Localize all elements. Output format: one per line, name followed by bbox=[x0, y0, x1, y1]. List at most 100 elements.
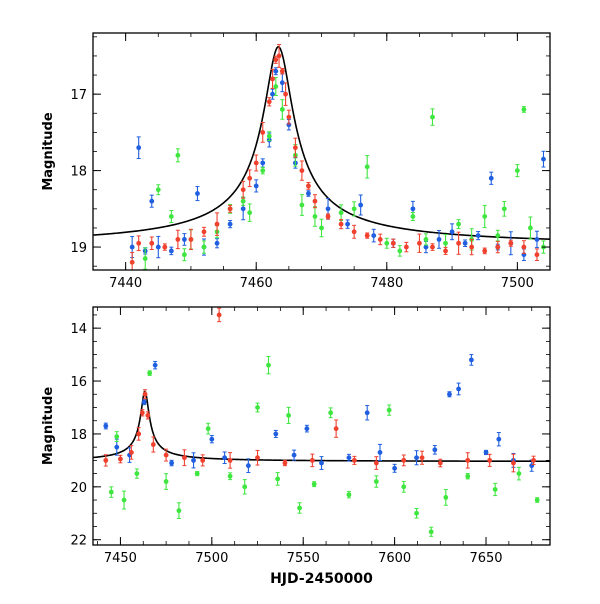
data-point bbox=[465, 457, 471, 463]
data-point bbox=[145, 413, 151, 418]
y-tick-label: 19 bbox=[70, 241, 87, 256]
data-point bbox=[240, 206, 246, 212]
data-point bbox=[227, 473, 233, 479]
data-point bbox=[443, 248, 448, 254]
data-point bbox=[511, 460, 516, 466]
data-point bbox=[194, 471, 200, 476]
red-series bbox=[129, 44, 540, 270]
data-point bbox=[531, 457, 536, 463]
data-point bbox=[465, 473, 471, 479]
data-point bbox=[242, 484, 248, 490]
data-point bbox=[286, 114, 292, 120]
data-point bbox=[384, 240, 390, 246]
data-point bbox=[299, 202, 305, 208]
data-point bbox=[423, 237, 429, 242]
data-point bbox=[282, 460, 288, 466]
data-point bbox=[397, 248, 403, 254]
data-point bbox=[255, 455, 260, 461]
data-point bbox=[496, 436, 502, 442]
data-point bbox=[168, 248, 174, 254]
data-point bbox=[456, 221, 461, 227]
data-point bbox=[306, 191, 311, 196]
data-point bbox=[222, 455, 228, 461]
data-point bbox=[495, 233, 501, 238]
data-point bbox=[129, 259, 135, 265]
data-point bbox=[462, 240, 468, 246]
data-point bbox=[358, 202, 364, 208]
data-point bbox=[136, 240, 142, 246]
data-point bbox=[188, 237, 194, 242]
data-point bbox=[364, 164, 370, 170]
data-point bbox=[270, 91, 275, 97]
data-point bbox=[227, 221, 233, 227]
data-point bbox=[245, 463, 251, 469]
y-tick-label: 20 bbox=[70, 481, 87, 496]
data-point bbox=[136, 145, 142, 151]
data-point bbox=[475, 233, 481, 238]
data-point bbox=[534, 497, 540, 503]
data-point bbox=[417, 240, 422, 246]
data-point bbox=[260, 168, 266, 174]
data-point bbox=[279, 80, 285, 86]
data-point bbox=[443, 240, 448, 246]
data-point bbox=[103, 423, 109, 429]
x-tick-label: 7500 bbox=[501, 276, 534, 291]
x-tick-label: 7600 bbox=[378, 551, 411, 566]
data-point bbox=[150, 442, 156, 447]
data-point bbox=[175, 237, 181, 242]
data-point bbox=[541, 156, 546, 162]
data-point bbox=[201, 244, 207, 250]
data-point bbox=[240, 187, 246, 193]
data-point bbox=[364, 410, 370, 416]
data-point bbox=[142, 391, 148, 397]
data-point bbox=[270, 76, 275, 82]
data-point bbox=[247, 175, 253, 181]
data-point bbox=[292, 145, 298, 151]
data-point bbox=[149, 198, 155, 204]
data-point bbox=[247, 210, 253, 216]
data-point bbox=[175, 152, 181, 158]
data-point bbox=[377, 450, 383, 455]
data-point bbox=[297, 505, 302, 511]
data-point bbox=[430, 244, 435, 250]
data-point bbox=[371, 233, 377, 238]
y-tick-label: 22 bbox=[70, 534, 87, 549]
data-point bbox=[311, 481, 317, 487]
y-tick-label: 18 bbox=[70, 165, 87, 180]
data-point bbox=[304, 426, 310, 432]
data-point bbox=[108, 489, 114, 495]
data-point bbox=[306, 183, 311, 189]
data-point bbox=[227, 457, 233, 463]
data-point bbox=[482, 248, 488, 254]
data-point bbox=[390, 240, 396, 246]
data-point bbox=[155, 244, 161, 250]
data-point bbox=[312, 198, 318, 204]
data-point bbox=[495, 244, 501, 250]
data-point bbox=[227, 206, 233, 212]
data-point bbox=[487, 457, 493, 463]
data-point bbox=[377, 237, 383, 242]
model-curve bbox=[93, 390, 550, 463]
data-point bbox=[403, 244, 409, 250]
x-tick-label: 7480 bbox=[370, 276, 403, 291]
data-point bbox=[328, 410, 334, 416]
data-point bbox=[214, 240, 220, 246]
data-point bbox=[279, 68, 285, 74]
data-point bbox=[275, 476, 281, 482]
data-point bbox=[195, 191, 200, 196]
data-point bbox=[134, 471, 140, 476]
top-plot-area bbox=[93, 44, 550, 270]
data-point bbox=[136, 431, 142, 437]
data-point bbox=[260, 160, 266, 166]
data-point bbox=[319, 460, 324, 466]
data-point bbox=[482, 214, 488, 219]
data-point bbox=[255, 405, 260, 410]
data-point bbox=[155, 187, 161, 193]
x-axis-label: HJD-2450000 bbox=[270, 571, 373, 587]
axes-frame bbox=[92, 306, 551, 546]
data-point bbox=[168, 214, 174, 219]
data-point bbox=[240, 198, 246, 204]
data-point bbox=[414, 510, 419, 516]
